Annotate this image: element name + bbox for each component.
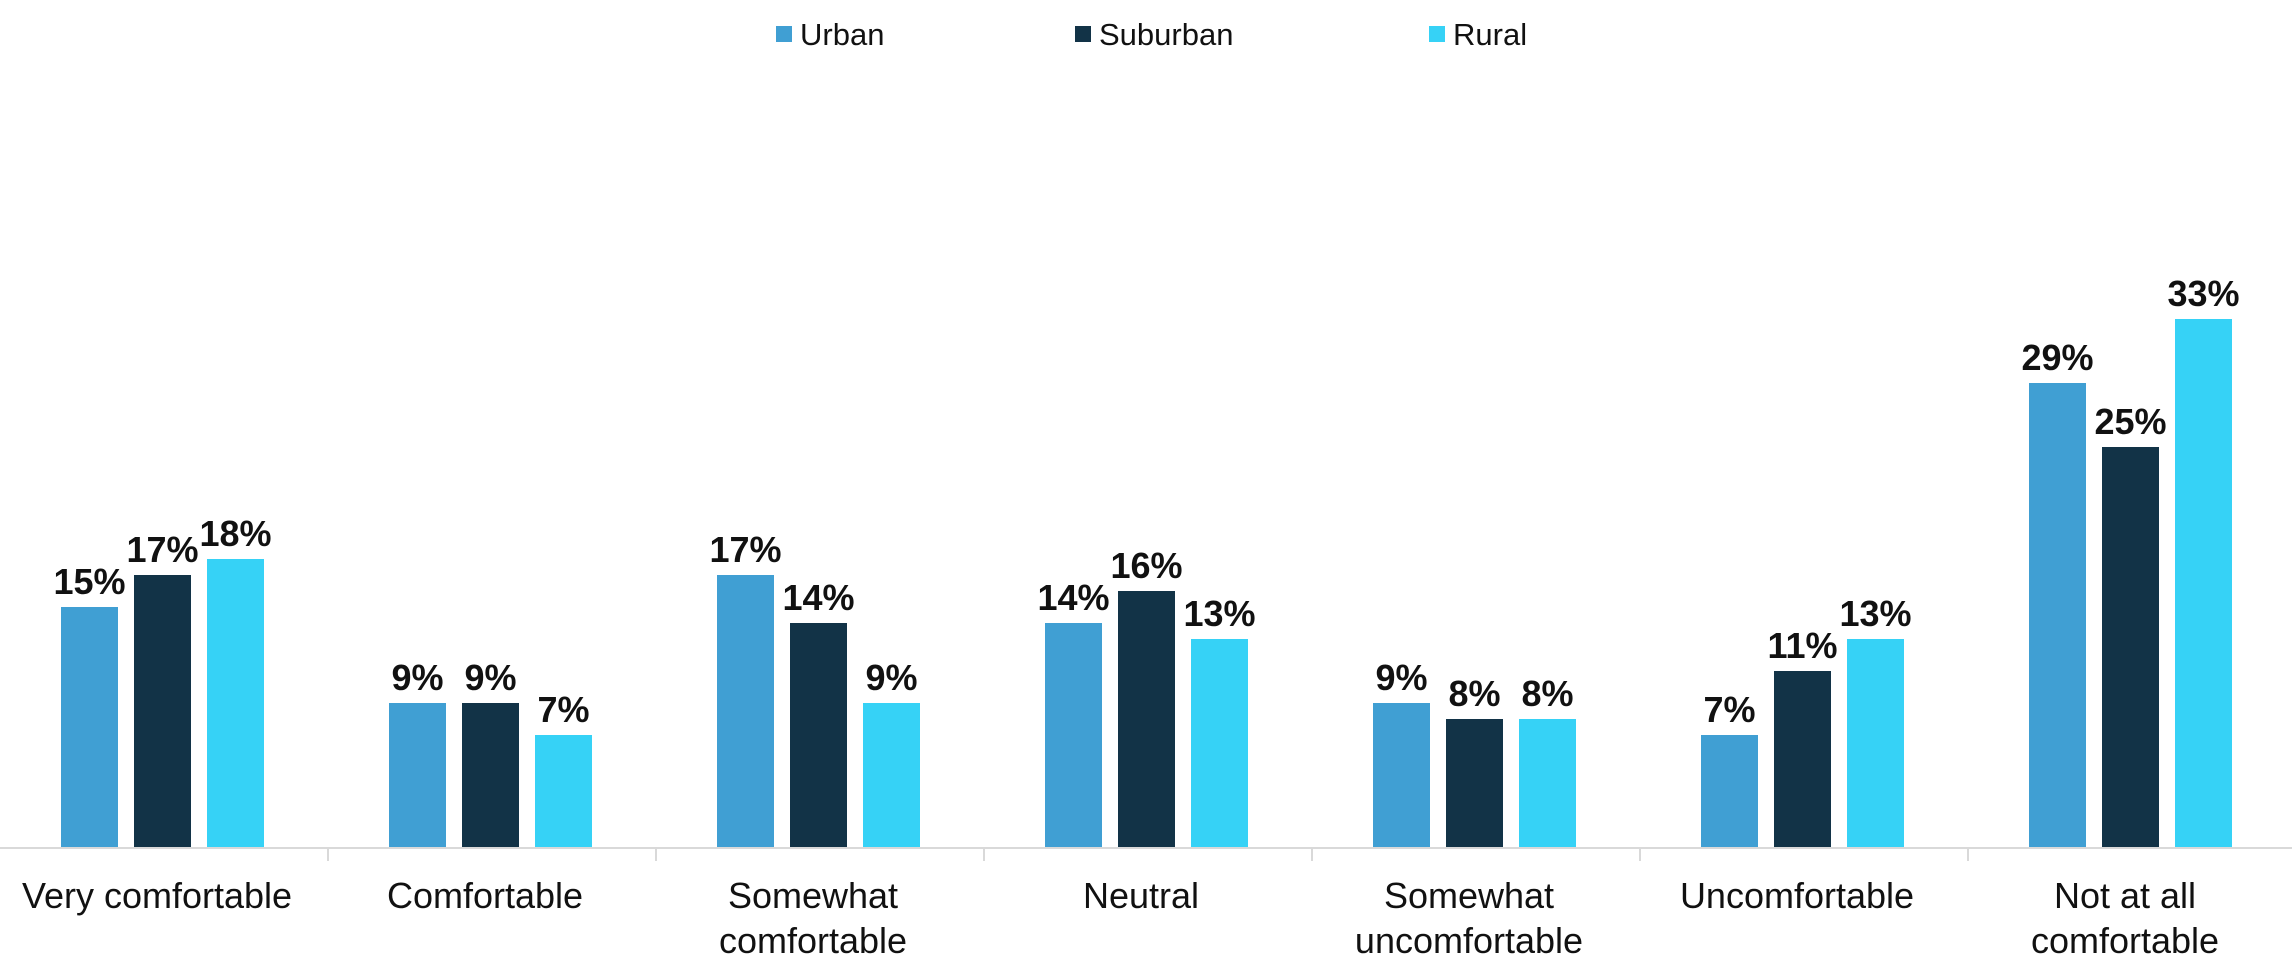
value-label-urban-comfortable: 9%	[391, 657, 443, 698]
value-label-suburban-somewhat-comfortable: 14%	[782, 577, 854, 618]
category-label-uncomfortable: Uncomfortable	[1680, 875, 1914, 916]
bars	[61, 319, 2232, 847]
bar-urban-very-comfortable	[61, 607, 118, 847]
bar-suburban-uncomfortable	[1774, 671, 1831, 847]
bar-suburban-comfortable	[462, 703, 519, 847]
value-label-urban-somewhat-comfortable: 17%	[709, 529, 781, 570]
legend-label-urban: Urban	[800, 17, 884, 52]
legend: Urban Suburban Rural	[776, 17, 1527, 52]
category-labels: Very comfortable Comfortable Somewhat comfo…	[22, 875, 2219, 961]
bar-urban-somewhat-uncomfortable	[1373, 703, 1430, 847]
bar-urban-neutral	[1045, 623, 1102, 847]
value-label-rural-neutral: 13%	[1183, 593, 1255, 634]
category-label-comfortable: Comfortable	[387, 875, 583, 916]
x-axis-ticks	[327, 848, 1969, 861]
value-label-rural-comfortable: 7%	[537, 689, 589, 730]
legend-label-suburban: Suburban	[1099, 17, 1233, 52]
value-labels: 15%17% 18%9% 9%7%17%14%9%14%16%13%9% 8% 8% 7%…	[53, 273, 2239, 730]
bar-rural-uncomfortable	[1847, 639, 1904, 847]
bar-urban-not-at-all-comfortable	[2029, 383, 2086, 847]
value-label-urban-not-at-all-comfortable: 29%	[2021, 337, 2093, 378]
value-label-urban-uncomfortable: 7%	[1703, 689, 1755, 730]
value-label-suburban-neutral: 16%	[1110, 545, 1182, 586]
value-label-urban-somewhat-uncomfortable: 9%	[1375, 657, 1427, 698]
category-label-not-at-all-comfortable: Not at all comfortable	[2031, 875, 2219, 961]
value-label-rural-not-at-all-comfortable: 33%	[2167, 273, 2239, 314]
bar-suburban-very-comfortable	[134, 575, 191, 847]
value-label-suburban-very-comfortable: 17%	[126, 529, 198, 570]
bar-urban-comfortable	[389, 703, 446, 847]
value-label-urban-neutral: 14%	[1037, 577, 1109, 618]
value-label-urban-very-comfortable: 15%	[53, 561, 125, 602]
bar-urban-somewhat-comfortable	[717, 575, 774, 847]
legend-swatch-urban	[776, 26, 792, 42]
bar-rural-comfortable	[535, 735, 592, 847]
bar-suburban-not-at-all-comfortable	[2102, 447, 2159, 847]
value-label-suburban-not-at-all-comfortable: 25%	[2094, 401, 2166, 442]
legend-swatch-suburban	[1075, 26, 1091, 42]
value-label-suburban-uncomfortable: 11%	[1767, 625, 1837, 666]
bar-rural-not-at-all-comfortable	[2175, 319, 2232, 847]
value-label-suburban-somewhat-uncomfortable: 8%	[1448, 673, 1500, 714]
bar-rural-very-comfortable	[207, 559, 264, 847]
value-label-suburban-comfortable: 9%	[464, 657, 516, 698]
category-label-somewhat-uncomfortable: Somewhat uncomfortable	[1355, 875, 1583, 961]
bar-rural-somewhat-uncomfortable	[1519, 719, 1576, 847]
bar-suburban-somewhat-uncomfortable	[1446, 719, 1503, 847]
value-label-rural-uncomfortable: 13%	[1839, 593, 1911, 634]
bar-suburban-somewhat-comfortable	[790, 623, 847, 847]
bar-rural-neutral	[1191, 639, 1248, 847]
bar-urban-uncomfortable	[1701, 735, 1758, 847]
legend-swatch-rural	[1429, 26, 1445, 42]
value-label-rural-very-comfortable: 18%	[199, 513, 271, 554]
legend-label-rural: Rural	[1453, 17, 1527, 52]
category-label-neutral: Neutral	[1083, 875, 1199, 916]
category-label-very-comfortable: Very comfortable	[22, 875, 292, 916]
value-label-rural-somewhat-uncomfortable: 8%	[1521, 673, 1573, 714]
category-label-somewhat-comfortable: Somewhat comfortable	[719, 875, 907, 961]
bar-rural-somewhat-comfortable	[863, 703, 920, 847]
bar-suburban-neutral	[1118, 591, 1175, 847]
value-label-rural-somewhat-comfortable: 9%	[865, 657, 917, 698]
